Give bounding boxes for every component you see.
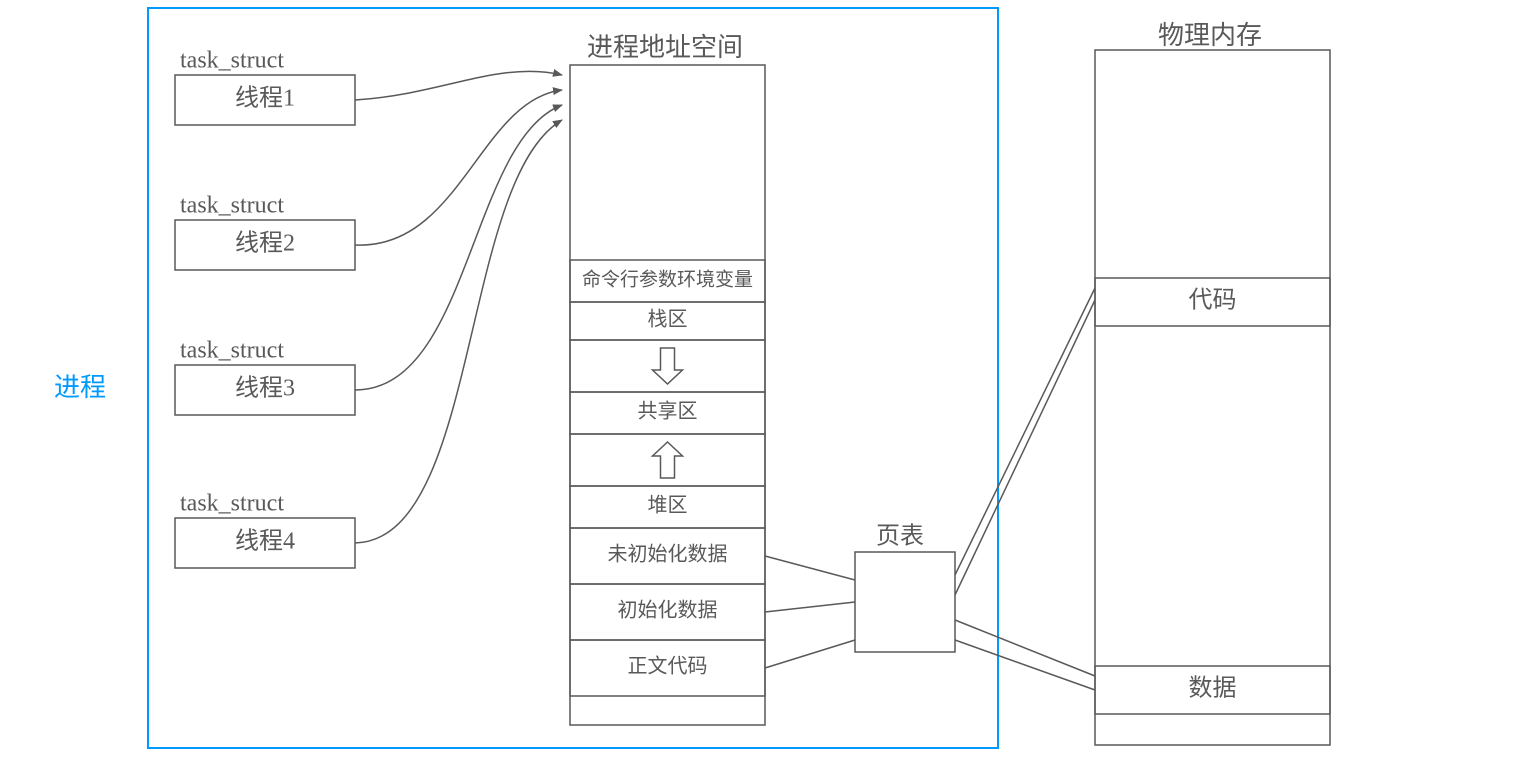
diagram-canvas: 进程 task_struct 线程1 task_struct 线程2 task_struc… bbox=[0, 0, 1535, 762]
connector-line bbox=[765, 556, 855, 580]
task-struct-label: task_struct bbox=[180, 338, 284, 364]
connector-curve bbox=[355, 105, 562, 390]
thread-label: 线程2 bbox=[235, 230, 295, 257]
connector-curve bbox=[355, 90, 562, 245]
phys-mem-outer bbox=[1095, 50, 1330, 745]
process-label: 进程 bbox=[54, 373, 106, 402]
thread-label: 线程3 bbox=[235, 375, 295, 402]
connector-line bbox=[955, 288, 1095, 575]
segment-label: 正文代码 bbox=[628, 655, 708, 678]
task-struct-label: task_struct bbox=[180, 193, 284, 219]
segment-label: 未初始化数据 bbox=[608, 543, 728, 566]
thread-label: 线程1 bbox=[235, 85, 295, 112]
thread-label: 线程4 bbox=[235, 528, 295, 555]
arrow-up-icon bbox=[653, 442, 683, 478]
segment-label: 命令行参数环境变量 bbox=[582, 268, 753, 290]
arrow-down-icon bbox=[653, 348, 683, 384]
task-struct-label: task_struct bbox=[180, 491, 284, 517]
phys-mem-segment-label: 代码 bbox=[1189, 287, 1237, 314]
segment-label: 共享区 bbox=[638, 400, 698, 423]
phys-mem-title: 物理内存 bbox=[1158, 21, 1262, 50]
connector-line bbox=[765, 640, 855, 668]
task-struct-label: task_struct bbox=[180, 48, 284, 74]
segment-label: 初始化数据 bbox=[618, 599, 718, 622]
phys-mem-segment-label: 数据 bbox=[1189, 675, 1237, 702]
page-table-label: 页表 bbox=[876, 523, 924, 550]
connector-line bbox=[955, 300, 1095, 595]
address-space-title: 进程地址空间 bbox=[587, 33, 743, 62]
segment-label: 栈区 bbox=[648, 308, 688, 331]
address-space-outer bbox=[570, 65, 765, 725]
page-table-box bbox=[855, 552, 955, 652]
segment-label: 堆区 bbox=[648, 494, 688, 517]
connector-curve bbox=[355, 71, 562, 100]
connector-line bbox=[765, 602, 855, 612]
